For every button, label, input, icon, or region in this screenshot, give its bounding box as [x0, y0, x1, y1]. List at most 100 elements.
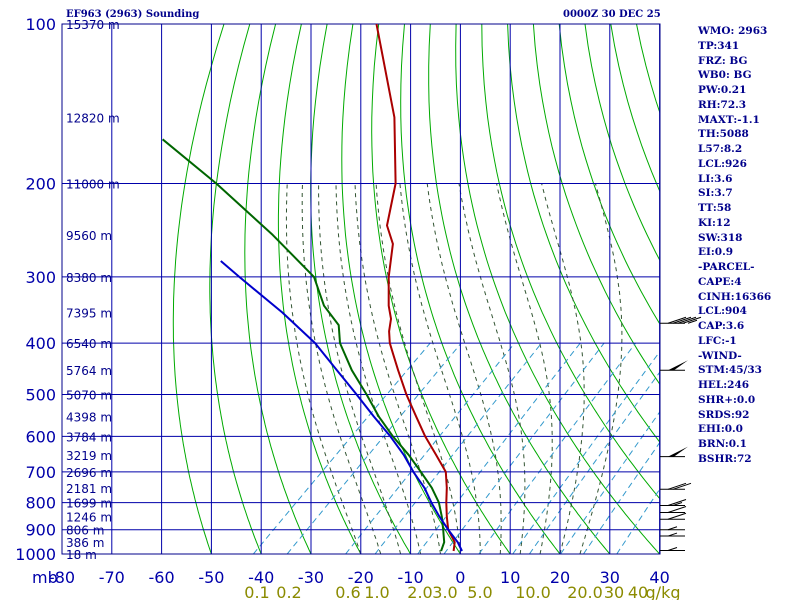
index-item: TP:341: [698, 39, 740, 52]
wind-barb: [660, 499, 687, 506]
wind-barb: [660, 446, 688, 458]
height-label: 5764 m: [66, 364, 112, 378]
wind-barb: [660, 526, 685, 531]
mixing-ratio-line: [443, 342, 605, 554]
height-label: 806 m: [66, 524, 104, 538]
barb-flag: [677, 316, 697, 324]
wind-barb: [660, 547, 685, 552]
index-item: EHI:0.0: [698, 423, 743, 436]
moist-adiabat: [301, 183, 382, 554]
dry-adiabat: [172, 24, 225, 554]
dry-adiabat: [244, 24, 312, 554]
dry-adiabat: [371, 24, 511, 554]
pressure-tick-label: 800: [25, 494, 56, 513]
dry-adiabat: [584, 24, 660, 262]
station-title: EF963 (2963) Sounding: [66, 9, 200, 20]
index-item: LFC:-1: [698, 334, 737, 347]
index-item: MAXT:-1.1: [698, 113, 760, 126]
pressure-tick-label: 100: [25, 15, 56, 34]
mixing-ratio-label: 0.2: [276, 583, 301, 600]
wind-barb: [660, 360, 688, 371]
index-item: STM:45/33: [698, 364, 762, 377]
mixing-ratio-label: 0.1: [244, 583, 269, 600]
temperature-tick-label: 40: [649, 568, 669, 587]
height-labels: 15370 m 12820 m 11000 m 9560 m 8380 m 7395 m 6…: [66, 18, 120, 562]
mixing-ratio-label: g/kg: [646, 583, 681, 600]
temperature-tick-label: -30: [298, 568, 324, 587]
pressure-tick-label: 1000: [15, 545, 56, 564]
indices-panel: WMO: 2963 TP:341 FRZ: BG WB0: BG PW:0.21…: [698, 24, 771, 467]
mixing-ratio-line: [478, 342, 636, 554]
profile-lines: [161, 24, 463, 552]
temperature-tick-label: -70: [99, 568, 125, 587]
barb-flag: [667, 482, 687, 490]
barb-half-flag: [667, 547, 678, 551]
index-item: TH:5088: [698, 128, 749, 141]
index-item: HEL:246: [698, 379, 750, 391]
barb-pennant: [668, 446, 688, 457]
pressure-tick-label: 500: [25, 385, 56, 404]
temperature-line: [375, 24, 456, 552]
index-item: SHR+:0.0: [698, 393, 756, 406]
temperature-tick-label: -50: [198, 568, 224, 587]
pressure-tick-label: 700: [25, 463, 56, 482]
x-unit-label: mb: [32, 568, 58, 587]
moist-adiabat: [318, 183, 402, 554]
frame-border: [61, 23, 661, 555]
valid-time: 0000Z 30 DEC 25: [563, 9, 661, 20]
mixing-ratio-label: 0.6: [335, 583, 360, 600]
height-label: 12820 m: [66, 111, 120, 125]
index-item: FRZ: BG: [698, 54, 748, 67]
barb-flag: [667, 499, 687, 506]
height-label: 11000 m: [66, 178, 120, 192]
barb-flag: [667, 512, 687, 520]
index-item: LCL:926: [698, 157, 747, 170]
temperature-tick-label: 10: [500, 568, 520, 587]
isotherm-isobar-grid: [61, 23, 661, 555]
index-item: L57:8.2: [698, 143, 743, 155]
barb-pennant: [668, 360, 688, 371]
height-label: 4398 m: [66, 410, 112, 424]
dry-adiabat: [507, 24, 660, 444]
barb-flag: [667, 316, 687, 324]
mixing-ratio-lines: [253, 342, 660, 554]
mixing-ratio-label: 10.0: [515, 583, 551, 600]
mixing-ratio-line: [560, 410, 660, 554]
index-item: WB0: BG: [698, 69, 752, 82]
pressure-tick-label: 200: [25, 175, 56, 194]
plot-frame: [61, 23, 661, 555]
pressure-tick-labels: 100 200 300 400 500 600 700 800 900 1000: [15, 15, 56, 564]
dry-adiabat: [400, 24, 561, 554]
barb-flag: [682, 316, 702, 324]
height-label: 6540 m: [66, 337, 112, 351]
height-label: 8380 m: [66, 271, 112, 285]
dry-adiabat: [532, 24, 660, 386]
dry-adiabat: [791, 24, 800, 565]
index-item: SRDS:92: [698, 408, 750, 421]
index-item: BRN:0.1: [698, 438, 747, 450]
barb-flag: [672, 482, 692, 490]
index-item: EI:0.9: [698, 246, 734, 259]
height-label: 18 m: [66, 548, 97, 562]
temperature-tick-label: 30: [600, 568, 620, 587]
index-item: SW:318: [698, 231, 743, 244]
mixing-ratio-label: 1.0: [364, 583, 389, 600]
height-label: 386 m: [66, 536, 104, 550]
height-label: 2696 m: [66, 466, 112, 480]
index-item: PW:0.21: [698, 84, 747, 96]
mixing-ratio-label: 5.0: [467, 583, 492, 600]
temperature-tick-label: -80: [49, 568, 75, 587]
pressure-tick-label: 300: [25, 268, 56, 287]
wind-barbs: [660, 316, 702, 552]
pressure-tick-label: 600: [25, 427, 56, 446]
moist-adiabat: [541, 183, 585, 554]
index-item: BSHR:72: [698, 452, 752, 465]
pressure-tick-label: 400: [25, 334, 56, 353]
barb-half-flag: [672, 502, 683, 506]
dry-adiabat: [209, 24, 262, 554]
barb-half-flag: [687, 319, 698, 324]
mixing-ratio-label: 20.0: [567, 583, 603, 600]
index-item: CAP:3.6: [698, 320, 745, 332]
height-label: 3784 m: [66, 430, 112, 444]
